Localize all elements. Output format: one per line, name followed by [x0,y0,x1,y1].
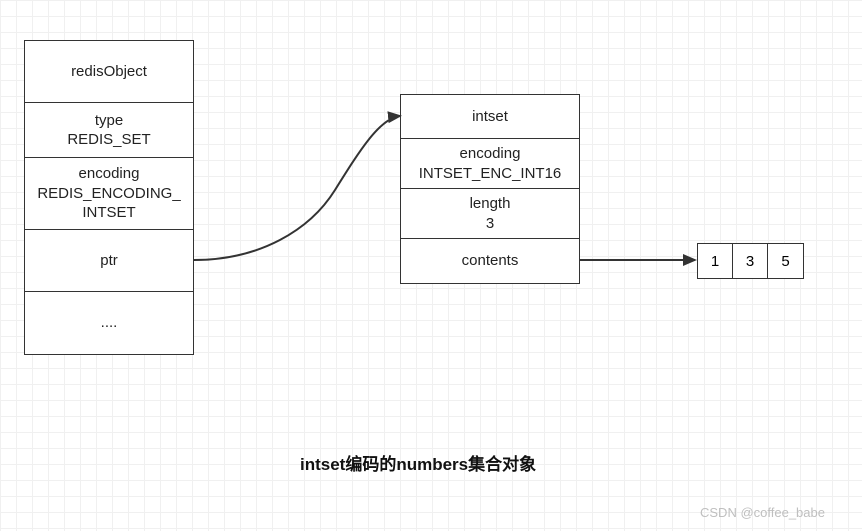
cell-text: INTSET_ENC_INT16 [419,164,562,184]
redis-object-box: redisObject type REDIS_SET encoding REDI… [24,40,194,355]
cell-text: 5 [781,253,789,270]
cell-text: contents [462,251,519,271]
cell-text: INTSET [82,203,135,223]
watermark: CSDN @coffee_babe [700,505,825,520]
array-cell: 1 [698,244,733,278]
redis-object-type: type REDIS_SET [25,103,193,158]
cell-text: intset [472,107,508,127]
redis-object-rest: .... [25,292,193,354]
array-cell: 5 [768,244,803,278]
cell-text: 1 [711,253,719,270]
cell-text: 3 [486,214,494,234]
array-cell: 3 [733,244,768,278]
contents-array: 1 3 5 [697,243,804,279]
cell-text: encoding [79,164,140,184]
cell-text: ptr [100,251,118,271]
watermark-text: CSDN @coffee_babe [700,505,825,520]
caption-text: intset编码的numbers集合对象 [300,455,536,474]
intset-length: length 3 [401,189,579,239]
redis-object-header: redisObject [25,41,193,103]
intset-contents: contents [401,239,579,283]
redis-object-encoding: encoding REDIS_ENCODING_ INTSET [25,158,193,230]
cell-text: REDIS_ENCODING_ [37,184,180,204]
edge-ptr-to-intset [194,116,400,260]
cell-text: type [95,111,123,131]
cell-text: redisObject [71,62,147,82]
diagram-caption: intset编码的numbers集合对象 [300,450,536,475]
cell-text: REDIS_SET [67,130,150,150]
cell-text: encoding [460,144,521,164]
intset-header: intset [401,95,579,139]
cell-text: length [470,194,511,214]
cell-text: 3 [746,253,754,270]
intset-box: intset encoding INTSET_ENC_INT16 length … [400,94,580,284]
redis-object-ptr: ptr [25,230,193,292]
intset-encoding: encoding INTSET_ENC_INT16 [401,139,579,189]
cell-text: .... [101,313,118,333]
